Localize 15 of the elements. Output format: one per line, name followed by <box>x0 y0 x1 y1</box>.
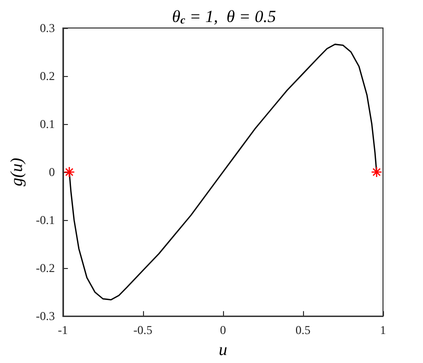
x-axis-title: u <box>218 340 228 359</box>
y-tick-label: -0.2 <box>36 261 55 276</box>
x-tick-label: -1 <box>58 323 68 338</box>
x-tick-label: 1 <box>380 323 386 338</box>
y-tick-label: 0.2 <box>40 69 55 84</box>
line-series <box>68 44 378 300</box>
y-tick-label: -0.3 <box>36 309 55 324</box>
y-tick-label: 0.3 <box>40 21 55 35</box>
x-tick-label: 0.5 <box>295 323 310 338</box>
x-tick-label: 0 <box>220 323 226 338</box>
y-tick-label: 0 <box>48 165 55 180</box>
y-axis-title: g(u) <box>7 158 26 186</box>
y-tick-label: -0.1 <box>36 213 55 228</box>
y-tick-label: 0.1 <box>40 117 55 132</box>
x-tick-label: -0.5 <box>133 323 152 338</box>
